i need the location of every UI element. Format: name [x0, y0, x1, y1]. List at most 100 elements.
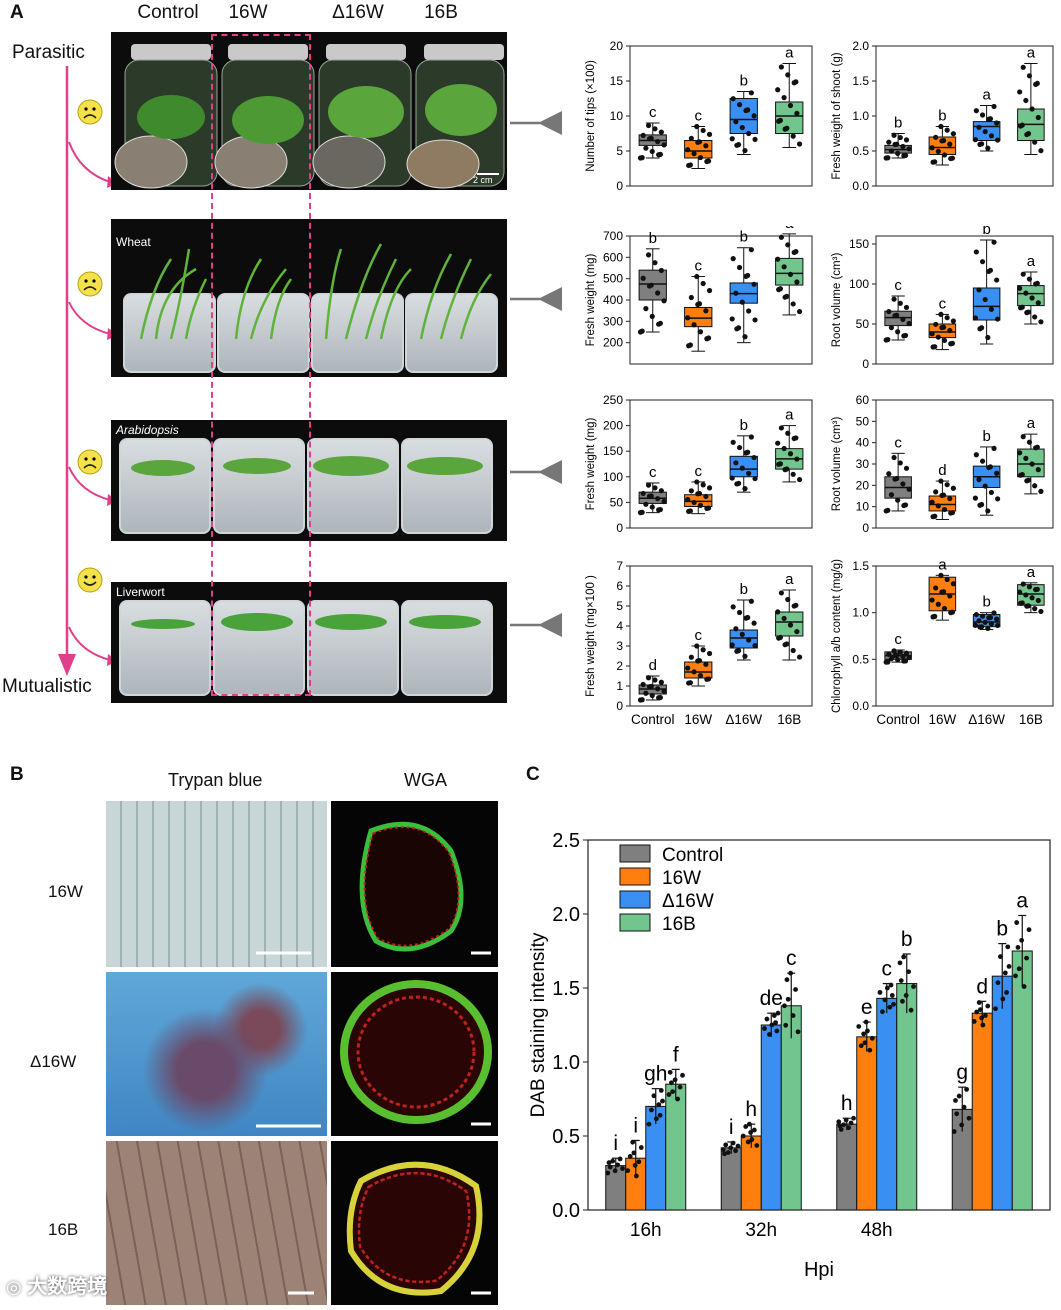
- y-tick-label: 250: [603, 393, 623, 407]
- happy-face-icon: [77, 567, 103, 593]
- data-point: [1023, 97, 1029, 104]
- data-point: [972, 495, 978, 501]
- data-point: [932, 159, 938, 165]
- pointer-triangle-icon: [510, 287, 562, 311]
- data-point: [895, 150, 901, 157]
- data-point: [631, 1150, 637, 1156]
- data-point: [856, 1024, 862, 1029]
- x-tick-label: Control: [631, 712, 675, 727]
- data-point: [722, 1151, 727, 1157]
- data-point: [894, 312, 900, 318]
- y-tick-label: 150: [849, 237, 869, 251]
- data-point: [742, 334, 748, 340]
- data-point: [784, 977, 790, 983]
- data-point: [781, 95, 787, 101]
- significance-letter: b: [982, 226, 990, 238]
- x-tick-label: 16B: [777, 712, 801, 727]
- data-point: [1025, 477, 1032, 483]
- data-point: [1019, 304, 1025, 310]
- data-point: [949, 340, 956, 346]
- data-point: [880, 1009, 885, 1015]
- legend-label: Control: [662, 845, 723, 866]
- data-point: [680, 1072, 685, 1078]
- data-point: [706, 650, 713, 657]
- data-point: [976, 1000, 982, 1005]
- data-point: [932, 613, 938, 619]
- data-point: [785, 72, 791, 78]
- data-point: [976, 618, 982, 624]
- data-point: [987, 116, 994, 122]
- x-tick-label: 48h: [861, 1220, 893, 1241]
- data-point: [1006, 963, 1012, 969]
- significance-letter: c: [695, 627, 703, 644]
- bar: [991, 975, 1013, 1211]
- data-point: [1025, 309, 1032, 315]
- y-tick-label: 15: [610, 74, 624, 88]
- data-point: [784, 641, 790, 647]
- data-point: [657, 320, 663, 326]
- data-point: [796, 476, 803, 483]
- data-point: [785, 430, 791, 436]
- significance-letter: g: [956, 1061, 968, 1084]
- data-point: [885, 507, 891, 513]
- data-point: [906, 969, 911, 975]
- data-point: [643, 306, 649, 312]
- data-point: [633, 1173, 639, 1179]
- significance-letter: a: [938, 556, 947, 573]
- data-point: [995, 622, 1001, 629]
- data-point: [745, 449, 751, 455]
- data-point: [932, 344, 938, 350]
- data-point: [652, 126, 658, 132]
- data-point: [691, 669, 697, 675]
- data-point: [639, 155, 645, 161]
- data-point: [950, 131, 956, 137]
- wga-header: WGA: [404, 770, 447, 790]
- data-point: [754, 1143, 760, 1148]
- y-tick-label: 1.0: [852, 606, 869, 620]
- liverwort-thalli: [131, 613, 481, 631]
- y-tick-label: 0: [862, 357, 869, 371]
- panel-a-letter: A: [10, 2, 24, 23]
- significance-letter: b: [894, 115, 902, 132]
- data-point: [655, 138, 661, 145]
- data-point: [745, 272, 751, 279]
- data-point: [1019, 600, 1025, 606]
- data-point: [638, 1145, 644, 1150]
- data-point: [660, 1098, 665, 1104]
- data-point: [933, 489, 939, 495]
- significance-letter: c: [894, 277, 902, 294]
- data-point: [882, 997, 888, 1003]
- data-point: [1000, 996, 1006, 1002]
- data-point: [861, 1031, 867, 1037]
- data-point: [1029, 295, 1035, 301]
- data-point: [954, 1111, 960, 1117]
- plot-frame: [629, 565, 813, 707]
- data-point: [848, 1120, 854, 1126]
- panel-b-letter: B: [10, 764, 24, 785]
- legend-swatch: [619, 867, 651, 886]
- data-point: [947, 496, 953, 502]
- data-point: [749, 1137, 755, 1142]
- significance-letter: a: [1027, 253, 1036, 270]
- data-point: [985, 625, 991, 632]
- y-tick-label: 5: [616, 599, 623, 613]
- data-point: [843, 1117, 849, 1123]
- data-point: [972, 137, 978, 143]
- y-tick-label: 300: [603, 314, 623, 328]
- data-point: [886, 651, 892, 657]
- boxplot-arabidopsis-fresh-weight: 0 50 100 150 200 250 Fresh weight (mg) c c b a: [585, 393, 813, 535]
- y-axis-label: Fresh weight of shoot (g): [831, 52, 843, 179]
- data-point: [891, 296, 897, 302]
- legend-swatch: [619, 844, 651, 863]
- dab-bar-chart: 0.0 0.5 1.0 1.5 2.0 2.5 DAB staining intensity…: [528, 830, 1051, 1281]
- data-point: [782, 1003, 787, 1009]
- y-tick-label: 700: [603, 229, 623, 243]
- y-tick-label: 10: [610, 109, 624, 123]
- data-point: [1026, 73, 1033, 79]
- data-point: [841, 1122, 847, 1128]
- x-tick-label: 16h: [630, 1220, 662, 1241]
- data-point: [658, 267, 664, 274]
- data-point: [661, 688, 667, 694]
- boxplot-shoot-weight: 0.0 0.5 1.0 1.5 2.0 Fresh weight of shoot (g)…: [831, 39, 1054, 193]
- data-point: [959, 1122, 965, 1128]
